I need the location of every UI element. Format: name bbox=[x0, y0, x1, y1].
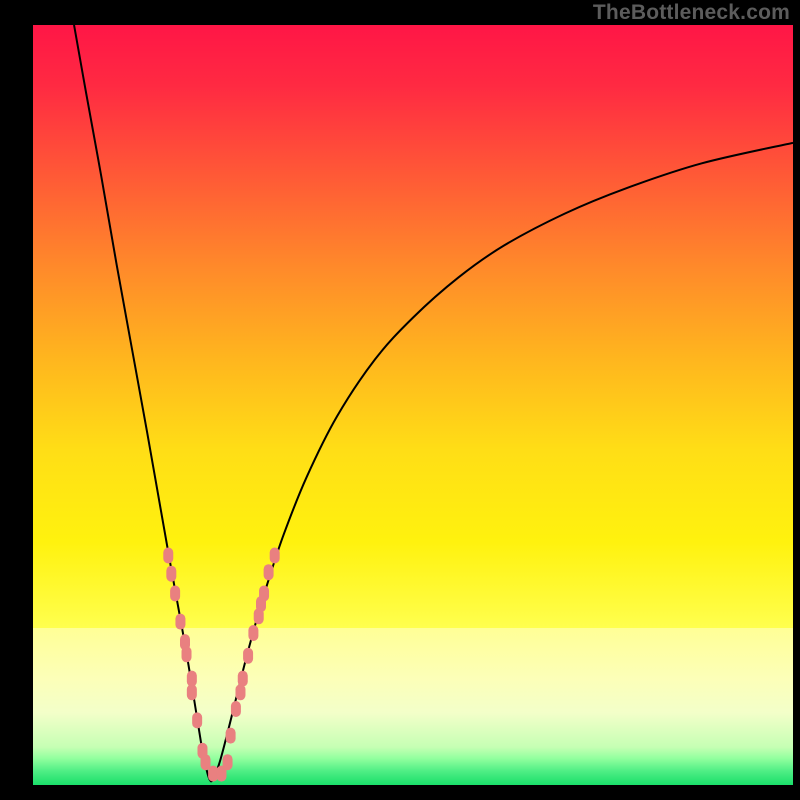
data-marker bbox=[231, 701, 241, 717]
data-marker bbox=[243, 648, 253, 664]
data-marker bbox=[187, 671, 197, 687]
bottleneck-curve-path bbox=[74, 25, 793, 781]
data-marker bbox=[192, 712, 202, 728]
data-marker bbox=[270, 547, 280, 563]
marker-group bbox=[163, 547, 279, 781]
data-marker bbox=[226, 728, 236, 744]
data-marker bbox=[187, 684, 197, 700]
data-marker bbox=[182, 646, 192, 662]
data-marker bbox=[259, 585, 269, 601]
data-marker bbox=[238, 671, 248, 687]
data-marker bbox=[235, 684, 245, 700]
data-marker bbox=[175, 614, 185, 630]
bottleneck-curve-svg bbox=[33, 25, 793, 785]
plot-area bbox=[33, 25, 793, 785]
data-marker bbox=[163, 547, 173, 563]
data-marker bbox=[166, 566, 176, 582]
data-marker bbox=[248, 625, 258, 641]
data-marker bbox=[264, 564, 274, 580]
data-marker bbox=[223, 754, 233, 770]
data-marker bbox=[170, 585, 180, 601]
watermark-text: TheBottleneck.com bbox=[593, 1, 790, 25]
